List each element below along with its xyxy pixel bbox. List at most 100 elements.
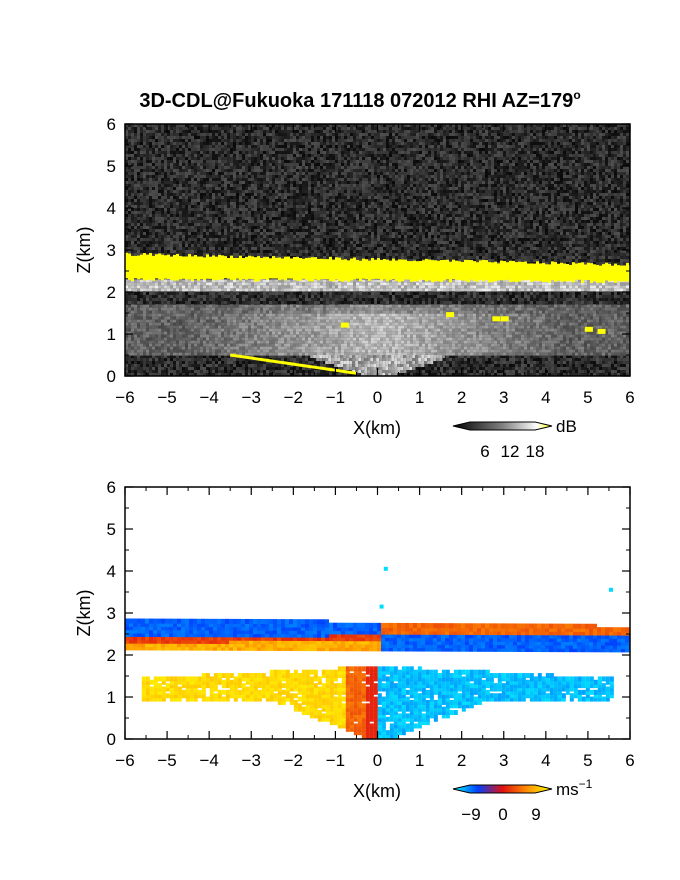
intensity-noise-cell — [449, 160, 452, 163]
intensity-noise-cell — [491, 148, 494, 151]
intensity-noise-cell — [269, 163, 272, 166]
intensity-noise-cell — [527, 205, 530, 208]
intensity-noise-cell — [332, 160, 335, 163]
intensity-noise-cell — [611, 154, 614, 157]
intensity-noise-cell — [293, 193, 296, 196]
intensity-noise-cell — [191, 196, 194, 199]
intensity-noise-cell — [626, 139, 629, 142]
intensity-noise-cell — [374, 196, 377, 199]
intensity-noise-cell — [458, 124, 461, 127]
intensity-noise-cell — [596, 145, 599, 148]
intensity-noise-cell — [158, 187, 161, 190]
intensity-noise-cell — [452, 136, 455, 139]
intensity-noise-cell — [512, 142, 515, 145]
intensity-noise-cell — [194, 151, 197, 154]
intensity-noise-cell — [539, 145, 542, 148]
intensity-noise-cell — [125, 187, 128, 190]
intensity-noise-cell — [614, 199, 617, 202]
intensity-noise-cell — [590, 181, 593, 184]
intensity-noise-cell — [428, 169, 431, 172]
intensity-noise-cell — [623, 139, 626, 142]
intensity-noise-cell — [533, 196, 536, 199]
intensity-noise-cell — [281, 175, 284, 178]
intensity-noise-cell — [146, 133, 149, 136]
intensity-noise-cell — [149, 166, 152, 169]
intensity-noise-cell — [269, 181, 272, 184]
intensity-noise-cell — [326, 166, 329, 169]
intensity-noise-cell — [137, 127, 140, 130]
intensity-noise-cell — [161, 205, 164, 208]
intensity-noise-cell — [380, 148, 383, 151]
intensity-noise-cell — [230, 130, 233, 133]
intensity-noise-cell — [575, 142, 578, 145]
intensity-noise-cell — [290, 196, 293, 199]
intensity-noise-cell — [425, 193, 428, 196]
intensity-noise-cell — [401, 172, 404, 175]
intensity-noise-cell — [509, 187, 512, 190]
intensity-noise-cell — [272, 199, 275, 202]
intensity-noise-cell — [227, 193, 230, 196]
intensity-noise-cell — [527, 142, 530, 145]
intensity-noise-cell — [500, 127, 503, 130]
intensity-noise-cell — [173, 178, 176, 181]
intensity-noise-cell — [506, 127, 509, 130]
intensity-noise-cell — [167, 187, 170, 190]
intensity-noise-cell — [413, 169, 416, 172]
intensity-noise-cell — [590, 199, 593, 202]
intensity-noise-cell — [332, 208, 335, 211]
intensity-noise-cell — [623, 148, 626, 151]
intensity-noise-cell — [476, 130, 479, 133]
intensity-noise-cell — [404, 205, 407, 208]
intensity-noise-cell — [605, 163, 608, 166]
intensity-noise-cell — [266, 175, 269, 178]
intensity-noise-cell — [449, 139, 452, 142]
intensity-noise-cell — [599, 172, 602, 175]
intensity-noise-cell — [434, 157, 437, 160]
intensity-noise-cell — [158, 208, 161, 211]
intensity-noise-cell — [575, 184, 578, 187]
intensity-noise-cell — [458, 136, 461, 139]
intensity-noise-cell — [326, 193, 329, 196]
intensity-noise-cell — [161, 175, 164, 178]
intensity-noise-cell — [362, 196, 365, 199]
intensity-noise-cell — [473, 145, 476, 148]
intensity-noise-cell — [332, 178, 335, 181]
intensity-noise-cell — [302, 127, 305, 130]
intensity-noise-cell — [224, 193, 227, 196]
intensity-noise-cell — [491, 160, 494, 163]
intensity-noise-cell — [179, 172, 182, 175]
intensity-noise-cell — [320, 205, 323, 208]
intensity-noise-cell — [353, 193, 356, 196]
intensity-noise-cell — [452, 154, 455, 157]
intensity-noise-cell — [587, 187, 590, 190]
intensity-noise-cell — [587, 172, 590, 175]
intensity-noise-cell — [197, 136, 200, 139]
intensity-noise-cell — [413, 166, 416, 169]
intensity-noise-cell — [434, 208, 437, 211]
intensity-noise-cell — [506, 145, 509, 148]
intensity-noise-cell — [386, 139, 389, 142]
intensity-noise-cell — [191, 172, 194, 175]
intensity-noise-cell — [593, 184, 596, 187]
intensity-noise-cell — [125, 199, 128, 202]
intensity-noise-cell — [620, 136, 623, 139]
intensity-noise-cell — [185, 208, 188, 211]
intensity-noise-cell — [443, 163, 446, 166]
intensity-noise-cell — [533, 184, 536, 187]
intensity-noise-cell — [542, 196, 545, 199]
intensity-noise-cell — [155, 130, 158, 133]
intensity-noise-cell — [254, 202, 257, 205]
intensity-noise-cell — [491, 169, 494, 172]
intensity-noise-cell — [329, 136, 332, 139]
intensity-noise-cell — [356, 157, 359, 160]
intensity-noise-cell — [455, 178, 458, 181]
intensity-noise-cell — [152, 199, 155, 202]
intensity-noise-cell — [620, 130, 623, 133]
intensity-noise-cell — [602, 187, 605, 190]
intensity-noise-cell — [203, 148, 206, 151]
intensity-noise-cell — [209, 202, 212, 205]
intensity-noise-cell — [572, 133, 575, 136]
intensity-noise-cell — [269, 142, 272, 145]
intensity-noise-cell — [137, 163, 140, 166]
intensity-noise-cell — [542, 175, 545, 178]
